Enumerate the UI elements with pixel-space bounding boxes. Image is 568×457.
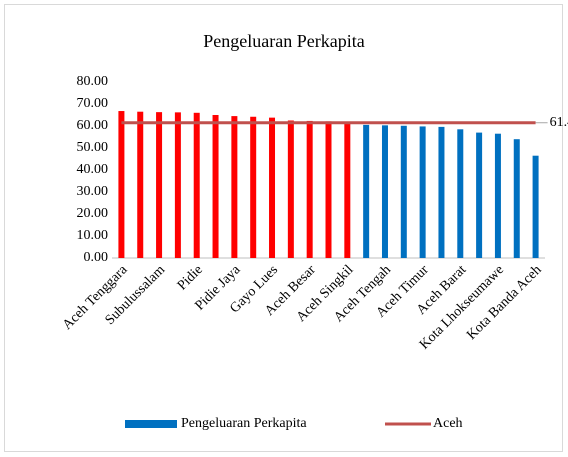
y-tick-label: 0.00 xyxy=(84,250,109,265)
bar xyxy=(306,120,313,258)
bar xyxy=(476,132,483,258)
y-tick-label: 80.00 xyxy=(77,74,109,89)
bar xyxy=(156,112,163,258)
bar xyxy=(532,155,539,258)
legend-swatch xyxy=(125,420,177,428)
y-tick-label: 40.00 xyxy=(77,162,109,177)
bar xyxy=(231,116,238,258)
y-tick-label: 60.00 xyxy=(77,118,109,133)
bar xyxy=(381,125,388,258)
legend-label: Aceh xyxy=(433,416,463,431)
y-tick-label: 30.00 xyxy=(77,184,109,199)
y-tick-label: 70.00 xyxy=(77,96,109,111)
data-label: 61.48 xyxy=(550,115,568,130)
bar xyxy=(513,139,520,258)
y-tick-label: 10.00 xyxy=(77,228,109,243)
bar xyxy=(400,125,407,258)
bar xyxy=(494,133,501,258)
bar xyxy=(250,116,257,258)
y-tick-label: 50.00 xyxy=(77,140,109,155)
bar xyxy=(118,111,125,258)
bar xyxy=(269,117,276,258)
bar xyxy=(193,112,200,258)
bar xyxy=(174,112,181,258)
bar xyxy=(287,120,294,258)
bar xyxy=(457,129,464,258)
bar xyxy=(438,126,445,258)
chart-border xyxy=(4,4,563,452)
bar xyxy=(344,121,351,258)
bar xyxy=(419,126,426,258)
bar xyxy=(137,111,144,258)
legend-label: Pengeluaran Perkapita xyxy=(181,416,307,431)
chart-title: Pengeluaran Perkapita xyxy=(203,31,364,51)
y-tick-label: 20.00 xyxy=(77,206,109,221)
bar xyxy=(363,124,370,259)
bar xyxy=(212,115,219,258)
bar xyxy=(325,121,332,258)
